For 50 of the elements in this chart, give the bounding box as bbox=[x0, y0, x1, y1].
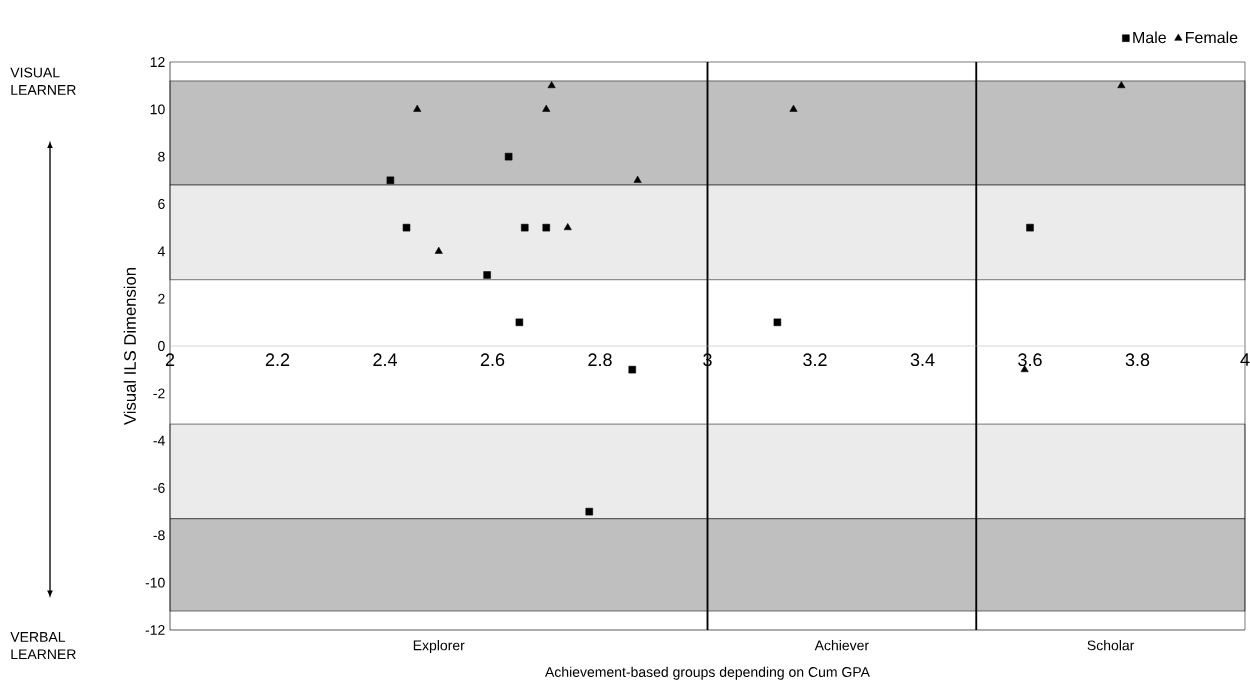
text: Achiever bbox=[814, 640, 869, 651]
point bbox=[515, 318, 524, 327]
y-tick-label: -12 bbox=[145, 625, 165, 635]
point bbox=[542, 104, 551, 112]
x-tick-label: 2.4 bbox=[373, 353, 397, 366]
y-tick-label: 10 bbox=[150, 104, 165, 115]
point bbox=[563, 223, 572, 231]
x-tick-label: 3.8 bbox=[1125, 353, 1150, 367]
point bbox=[504, 152, 513, 161]
y-tick-label: -4 bbox=[153, 435, 165, 446]
y-tick-label: -10 bbox=[145, 577, 165, 588]
y-tick-label: 6 bbox=[158, 199, 165, 209]
point bbox=[628, 365, 636, 374]
point bbox=[434, 246, 443, 254]
x-tick-label: 3.4 bbox=[910, 353, 935, 367]
y-tick-label: 4 bbox=[157, 246, 165, 257]
text: Scholar bbox=[1087, 640, 1135, 651]
text: VISUAL LEARNER bbox=[10, 67, 76, 95]
y-tick-label: 0 bbox=[158, 341, 165, 351]
point bbox=[386, 176, 395, 185]
y-tick-label: -6 bbox=[153, 483, 165, 493]
legend-label: Male bbox=[1133, 31, 1166, 44]
point bbox=[542, 223, 550, 232]
y-tick-label: 12 bbox=[150, 57, 165, 67]
x-tick-label: 3.2 bbox=[803, 353, 827, 367]
point bbox=[773, 318, 782, 327]
y-tick-label: -2 bbox=[153, 388, 165, 399]
text: VERBAL LEARNER bbox=[10, 632, 76, 660]
point bbox=[1026, 223, 1034, 232]
y-axis-title: Visual ILS Dimension bbox=[123, 268, 136, 425]
x-tick-label: 2.6 bbox=[480, 353, 505, 367]
x-tick-label: 4 bbox=[1240, 353, 1250, 366]
y-tick-label: -8 bbox=[153, 530, 165, 541]
legend-label: Female bbox=[1186, 31, 1238, 44]
point bbox=[483, 271, 491, 279]
point bbox=[1117, 81, 1126, 89]
text: Explorer bbox=[413, 640, 465, 654]
y-tick-label: 8 bbox=[158, 151, 165, 162]
point bbox=[402, 223, 411, 232]
x-tick-label: 3.6 bbox=[1018, 353, 1042, 367]
point bbox=[789, 104, 798, 112]
y-tick-label: 2 bbox=[158, 293, 165, 304]
point bbox=[413, 104, 422, 112]
x-tick-label: 2.8 bbox=[588, 353, 612, 367]
x-tick-label: 2.2 bbox=[265, 353, 290, 366]
point bbox=[547, 81, 556, 89]
point bbox=[585, 507, 593, 516]
point bbox=[633, 175, 642, 183]
point bbox=[521, 223, 529, 232]
x-axis-title: Achievement-based groups depending on Cum GPA bbox=[545, 666, 870, 680]
